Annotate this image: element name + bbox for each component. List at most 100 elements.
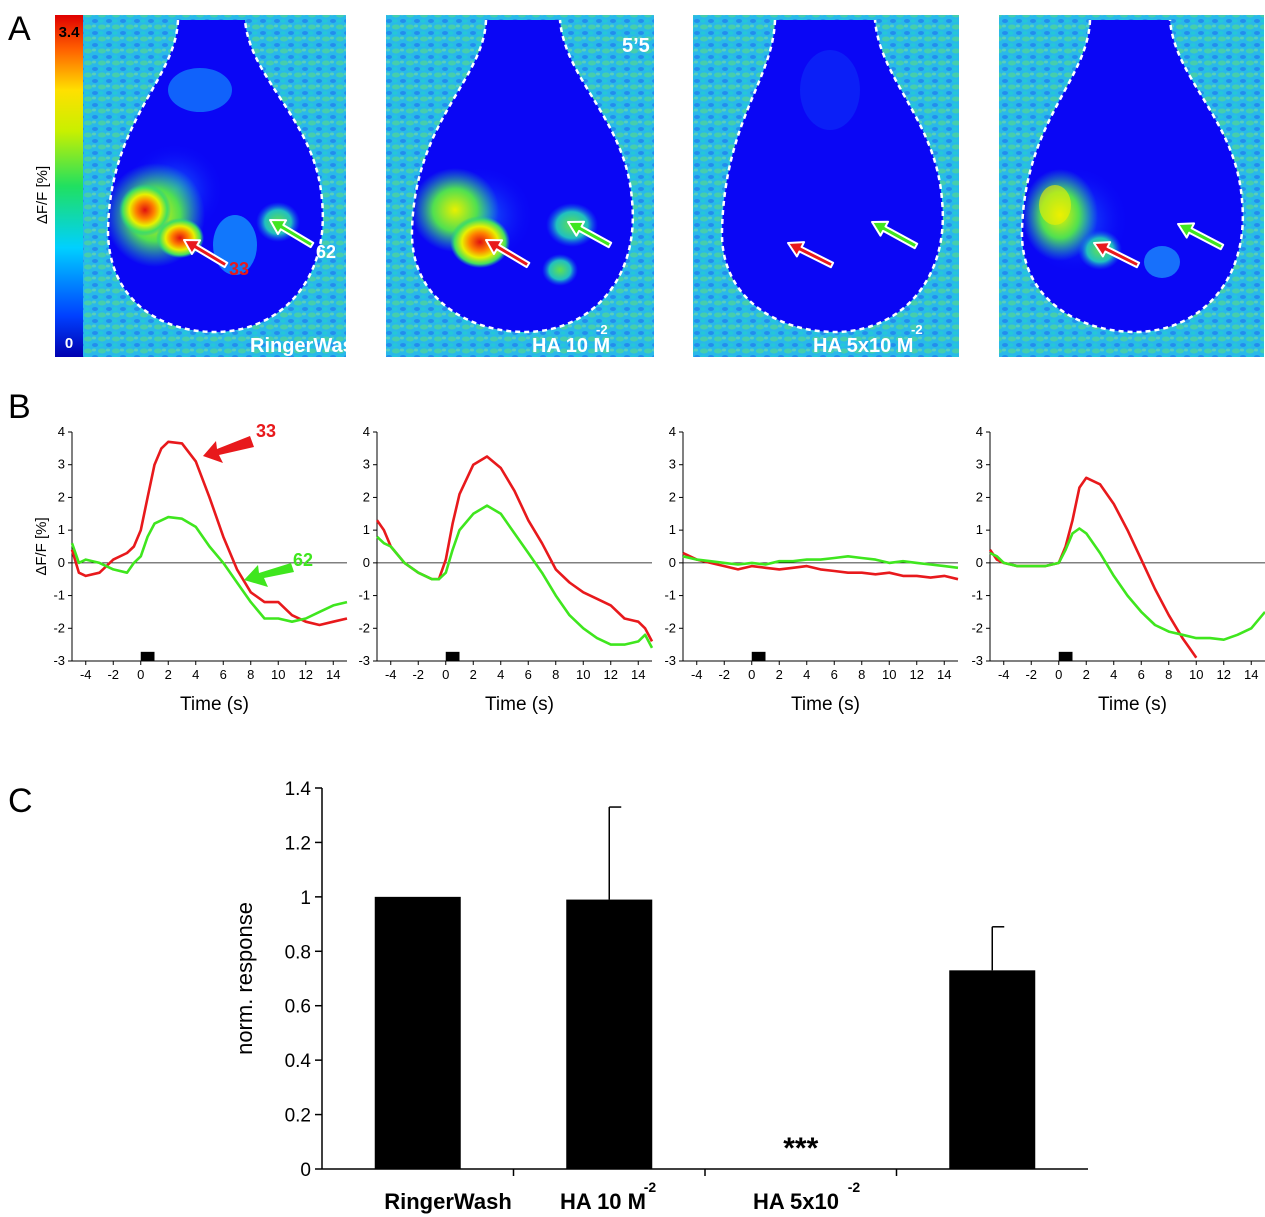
y-tick-label: 0.2: [285, 1106, 311, 1127]
x-tick-label: 6: [1138, 667, 1145, 682]
y-tick-label: 0: [58, 555, 65, 570]
image-3-green-arrow: [871, 220, 919, 250]
image-2-caption: HA 10 M: [532, 335, 610, 357]
x-tick-label: 4: [1110, 667, 1117, 682]
series-line-62: [989, 527, 1265, 641]
y-tick-label: 3: [669, 457, 676, 472]
x-tick-label: 0: [1055, 667, 1062, 682]
y-tick-label: 1: [300, 888, 311, 909]
y-tick-label: 1: [363, 522, 370, 537]
outline-1: [106, 19, 325, 334]
y-tick-label: 0: [669, 555, 676, 570]
image-panel-3: [693, 15, 959, 357]
image-panel-1: [55, 15, 346, 357]
image-4-green-arrow: [1177, 222, 1225, 251]
x-tick-label: -4: [80, 667, 92, 682]
x-tick-label: 12: [910, 667, 924, 682]
image-arrows: [183, 219, 1225, 269]
image-4-red-arrow: [1093, 241, 1141, 269]
x-tick-label: 2: [1083, 667, 1090, 682]
y-tick-label: 1: [669, 522, 676, 537]
x-tick-label: 10: [576, 667, 590, 682]
y-tick-label: 1: [976, 522, 983, 537]
image-2-overlay-time: 5’5 3’: [622, 35, 672, 57]
bar: [949, 970, 1036, 1169]
x-axis-label: Time (s): [180, 694, 249, 715]
series-line-62: [376, 504, 654, 649]
stimulus-marker: [751, 651, 766, 661]
colorbar-axis-label: ΔF/F [%]: [34, 166, 51, 224]
x-tick-label: -2: [107, 667, 119, 682]
bar: [374, 896, 461, 1169]
x-tick-label: 14: [326, 667, 340, 682]
x-tick-label: -2: [1025, 667, 1037, 682]
x-tick-label: 8: [552, 667, 559, 682]
y-tick-label: 3: [58, 457, 65, 472]
x-tick-label: 6: [220, 667, 227, 682]
stimulus-marker: [1058, 651, 1073, 661]
x-tick-label: 8: [1165, 667, 1172, 682]
green-annotation-arrow: [244, 563, 294, 587]
category-label: HA 10 M: [560, 1189, 646, 1214]
y-tick-label: 3: [363, 457, 370, 472]
colorbar-min-label: 0: [65, 335, 73, 352]
image-2-caption-sup: -2: [596, 322, 608, 337]
bar: [566, 899, 653, 1169]
y-tick-label: 2: [363, 489, 370, 504]
series-line-33: [682, 551, 959, 581]
significance-marker: ***: [783, 1132, 818, 1165]
panel-label-a: A: [8, 10, 31, 48]
x-tick-label: -2: [718, 667, 730, 682]
x-tick-label: -2: [412, 667, 424, 682]
x-axis-label: Time (s): [1098, 694, 1167, 715]
y-axis-label: norm. response: [232, 902, 257, 1055]
y-tick-label: 0: [300, 1160, 311, 1181]
image-3-caption: HA 5x10 M: [813, 335, 913, 357]
y-tick-label: 0: [363, 555, 370, 570]
x-tick-label: 14: [631, 667, 645, 682]
image-1-arrow-green-label: 62: [316, 242, 336, 262]
x-tick-label: 4: [803, 667, 810, 682]
x-tick-label: 6: [525, 667, 532, 682]
outline-2: [410, 19, 635, 334]
panel-label-b: B: [8, 388, 31, 426]
red-annotation-arrow: [203, 436, 254, 463]
x-tick-label: 10: [271, 667, 285, 682]
y-tick-label: -2: [664, 620, 676, 635]
x-tick-label: 14: [1244, 667, 1258, 682]
x-tick-label: 0: [442, 667, 449, 682]
y-tick-label: -1: [664, 588, 676, 603]
y-tick-label: -2: [971, 620, 983, 635]
image-2-red-arrow: [485, 239, 531, 269]
x-tick-label: 4: [497, 667, 504, 682]
y-tick-label: 0.6: [285, 997, 311, 1018]
x-tick-label: 12: [299, 667, 313, 682]
y-tick-label: 4: [58, 424, 65, 439]
image-2-green-arrow: [567, 220, 613, 249]
outline-3: [720, 19, 945, 334]
y-tick-label: -3: [664, 653, 676, 668]
trace-annotation-red-label: 33: [256, 421, 276, 441]
x-tick-label: 0: [748, 667, 755, 682]
image-3-caption-sup: -2: [911, 322, 923, 337]
y-tick-label: 4: [669, 424, 676, 439]
y-tick-label: 4: [976, 424, 983, 439]
x-tick-label: -4: [998, 667, 1010, 682]
colorbar-max-label: 3.4: [59, 24, 81, 41]
y-tick-label: 2: [669, 489, 676, 504]
series-line-62: [70, 515, 348, 623]
x-tick-label: 6: [831, 667, 838, 682]
x-axis-label: Time (s): [791, 694, 860, 715]
y-tick-label: -2: [358, 620, 370, 635]
y-tick-label: -2: [53, 620, 65, 635]
y-tick-label: 1: [58, 522, 65, 537]
y-tick-label: 2: [976, 489, 983, 504]
x-tick-label: 8: [858, 667, 865, 682]
y-tick-label: -3: [971, 653, 983, 668]
image-panel-2: [386, 15, 654, 357]
image-1-caption: RingerWash: [250, 335, 366, 357]
